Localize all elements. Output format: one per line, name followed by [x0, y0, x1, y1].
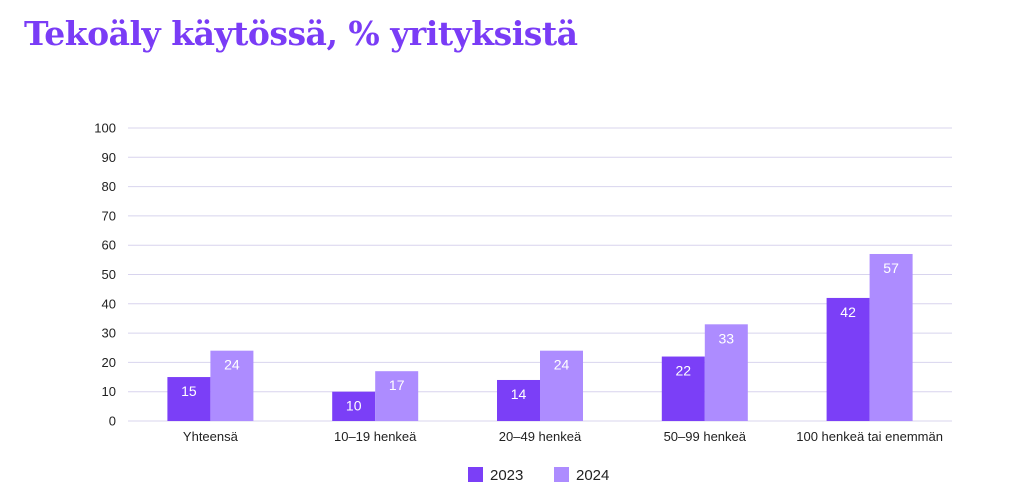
bar-2024: [375, 371, 419, 421]
y-tick-label: 80: [102, 179, 116, 194]
bar-2023: [661, 356, 705, 421]
bar-2024: [210, 350, 254, 421]
legend-label: 2024: [576, 467, 609, 484]
data-label: 17: [389, 377, 405, 393]
bar-2024: [540, 350, 583, 421]
data-label: 33: [719, 330, 735, 346]
bar-2023: [497, 379, 540, 421]
y-tick-label: 0: [109, 414, 116, 429]
y-tick-label: 70: [102, 208, 116, 223]
data-label: 42: [840, 304, 856, 320]
y-tick-label: 20: [102, 355, 116, 370]
chart-title: Tekoäly käytössä, % yrityksistä: [24, 14, 578, 53]
x-category-label: Yhteensä: [183, 429, 239, 444]
legend-swatch-2023: [468, 467, 483, 482]
bar-2023: [167, 377, 211, 421]
legend-swatch-2024: [554, 467, 569, 482]
bar-2023: [332, 391, 376, 421]
data-label: 15: [181, 383, 197, 399]
x-category-label: 100 henkeä tai enemmän: [796, 429, 943, 444]
data-label: 24: [224, 357, 240, 373]
y-tick-label: 60: [102, 238, 116, 253]
x-category-label: 20–49 henkeä: [499, 429, 582, 444]
data-label: 10: [346, 398, 362, 414]
data-label: 14: [511, 386, 527, 402]
y-tick-label: 100: [94, 121, 116, 136]
y-tick-label: 40: [102, 296, 116, 311]
y-tick-label: 90: [102, 150, 116, 165]
data-label: 24: [554, 357, 570, 373]
y-tick-label: 30: [102, 326, 116, 341]
y-tick-label: 10: [102, 384, 116, 399]
data-label: 22: [676, 363, 692, 379]
bar-2023: [826, 297, 870, 421]
y-tick-label: 50: [102, 267, 116, 282]
bar-2024: [869, 253, 913, 421]
bar-2024: [704, 324, 748, 421]
data-label: 57: [883, 260, 899, 276]
legend-label: 2023: [490, 467, 523, 484]
x-category-label: 10–19 henkeä: [334, 429, 417, 444]
x-category-label: 50–99 henkeä: [664, 429, 747, 444]
